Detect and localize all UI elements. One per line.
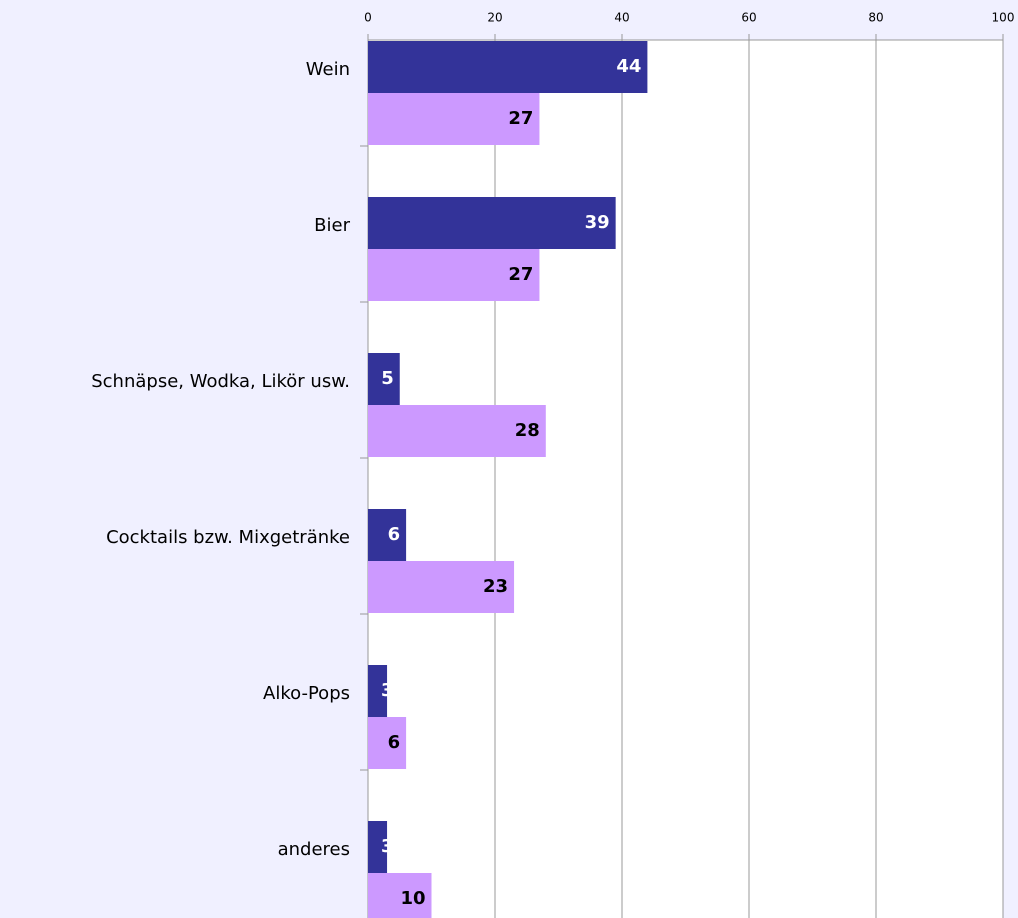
value-label: 6 bbox=[388, 524, 401, 545]
plot-area bbox=[368, 40, 1003, 918]
bar bbox=[368, 821, 388, 873]
bar bbox=[368, 717, 407, 769]
category-label: Schnäpse, Wodka, Likör usw. bbox=[91, 371, 350, 392]
category-label: Cocktails bzw. Mixgetränke bbox=[106, 527, 350, 548]
value-label: 3 bbox=[381, 836, 394, 857]
category-label: Alko-Pops bbox=[263, 683, 350, 704]
value-label: 28 bbox=[515, 420, 540, 441]
bar bbox=[368, 873, 432, 918]
bar bbox=[368, 561, 515, 613]
category-label: Bier bbox=[314, 215, 350, 236]
value-label: 27 bbox=[508, 108, 533, 129]
bar bbox=[368, 353, 400, 405]
value-label: 44 bbox=[616, 56, 641, 77]
bar bbox=[368, 509, 407, 561]
bar bbox=[368, 405, 546, 457]
category-label: Wein bbox=[306, 59, 350, 80]
x-tick-label: 60 bbox=[741, 11, 756, 25]
value-label: 10 bbox=[400, 888, 425, 909]
bar bbox=[368, 197, 616, 249]
bar bbox=[368, 41, 648, 93]
bar bbox=[368, 93, 540, 145]
x-tick-label: 40 bbox=[614, 11, 629, 25]
value-label: 23 bbox=[483, 576, 508, 597]
value-label: 27 bbox=[508, 264, 533, 285]
category-label: anderes bbox=[278, 839, 350, 860]
value-label: 5 bbox=[381, 368, 394, 389]
x-tick-label: 80 bbox=[868, 11, 883, 25]
value-label: 39 bbox=[585, 212, 610, 233]
value-label: 6 bbox=[388, 732, 401, 753]
bar bbox=[368, 249, 540, 301]
value-label: 3 bbox=[381, 680, 394, 701]
x-tick-label: 0 bbox=[364, 11, 372, 25]
bar bbox=[368, 665, 388, 717]
x-tick-label: 20 bbox=[487, 11, 502, 25]
x-tick-label: 100 bbox=[992, 11, 1015, 25]
